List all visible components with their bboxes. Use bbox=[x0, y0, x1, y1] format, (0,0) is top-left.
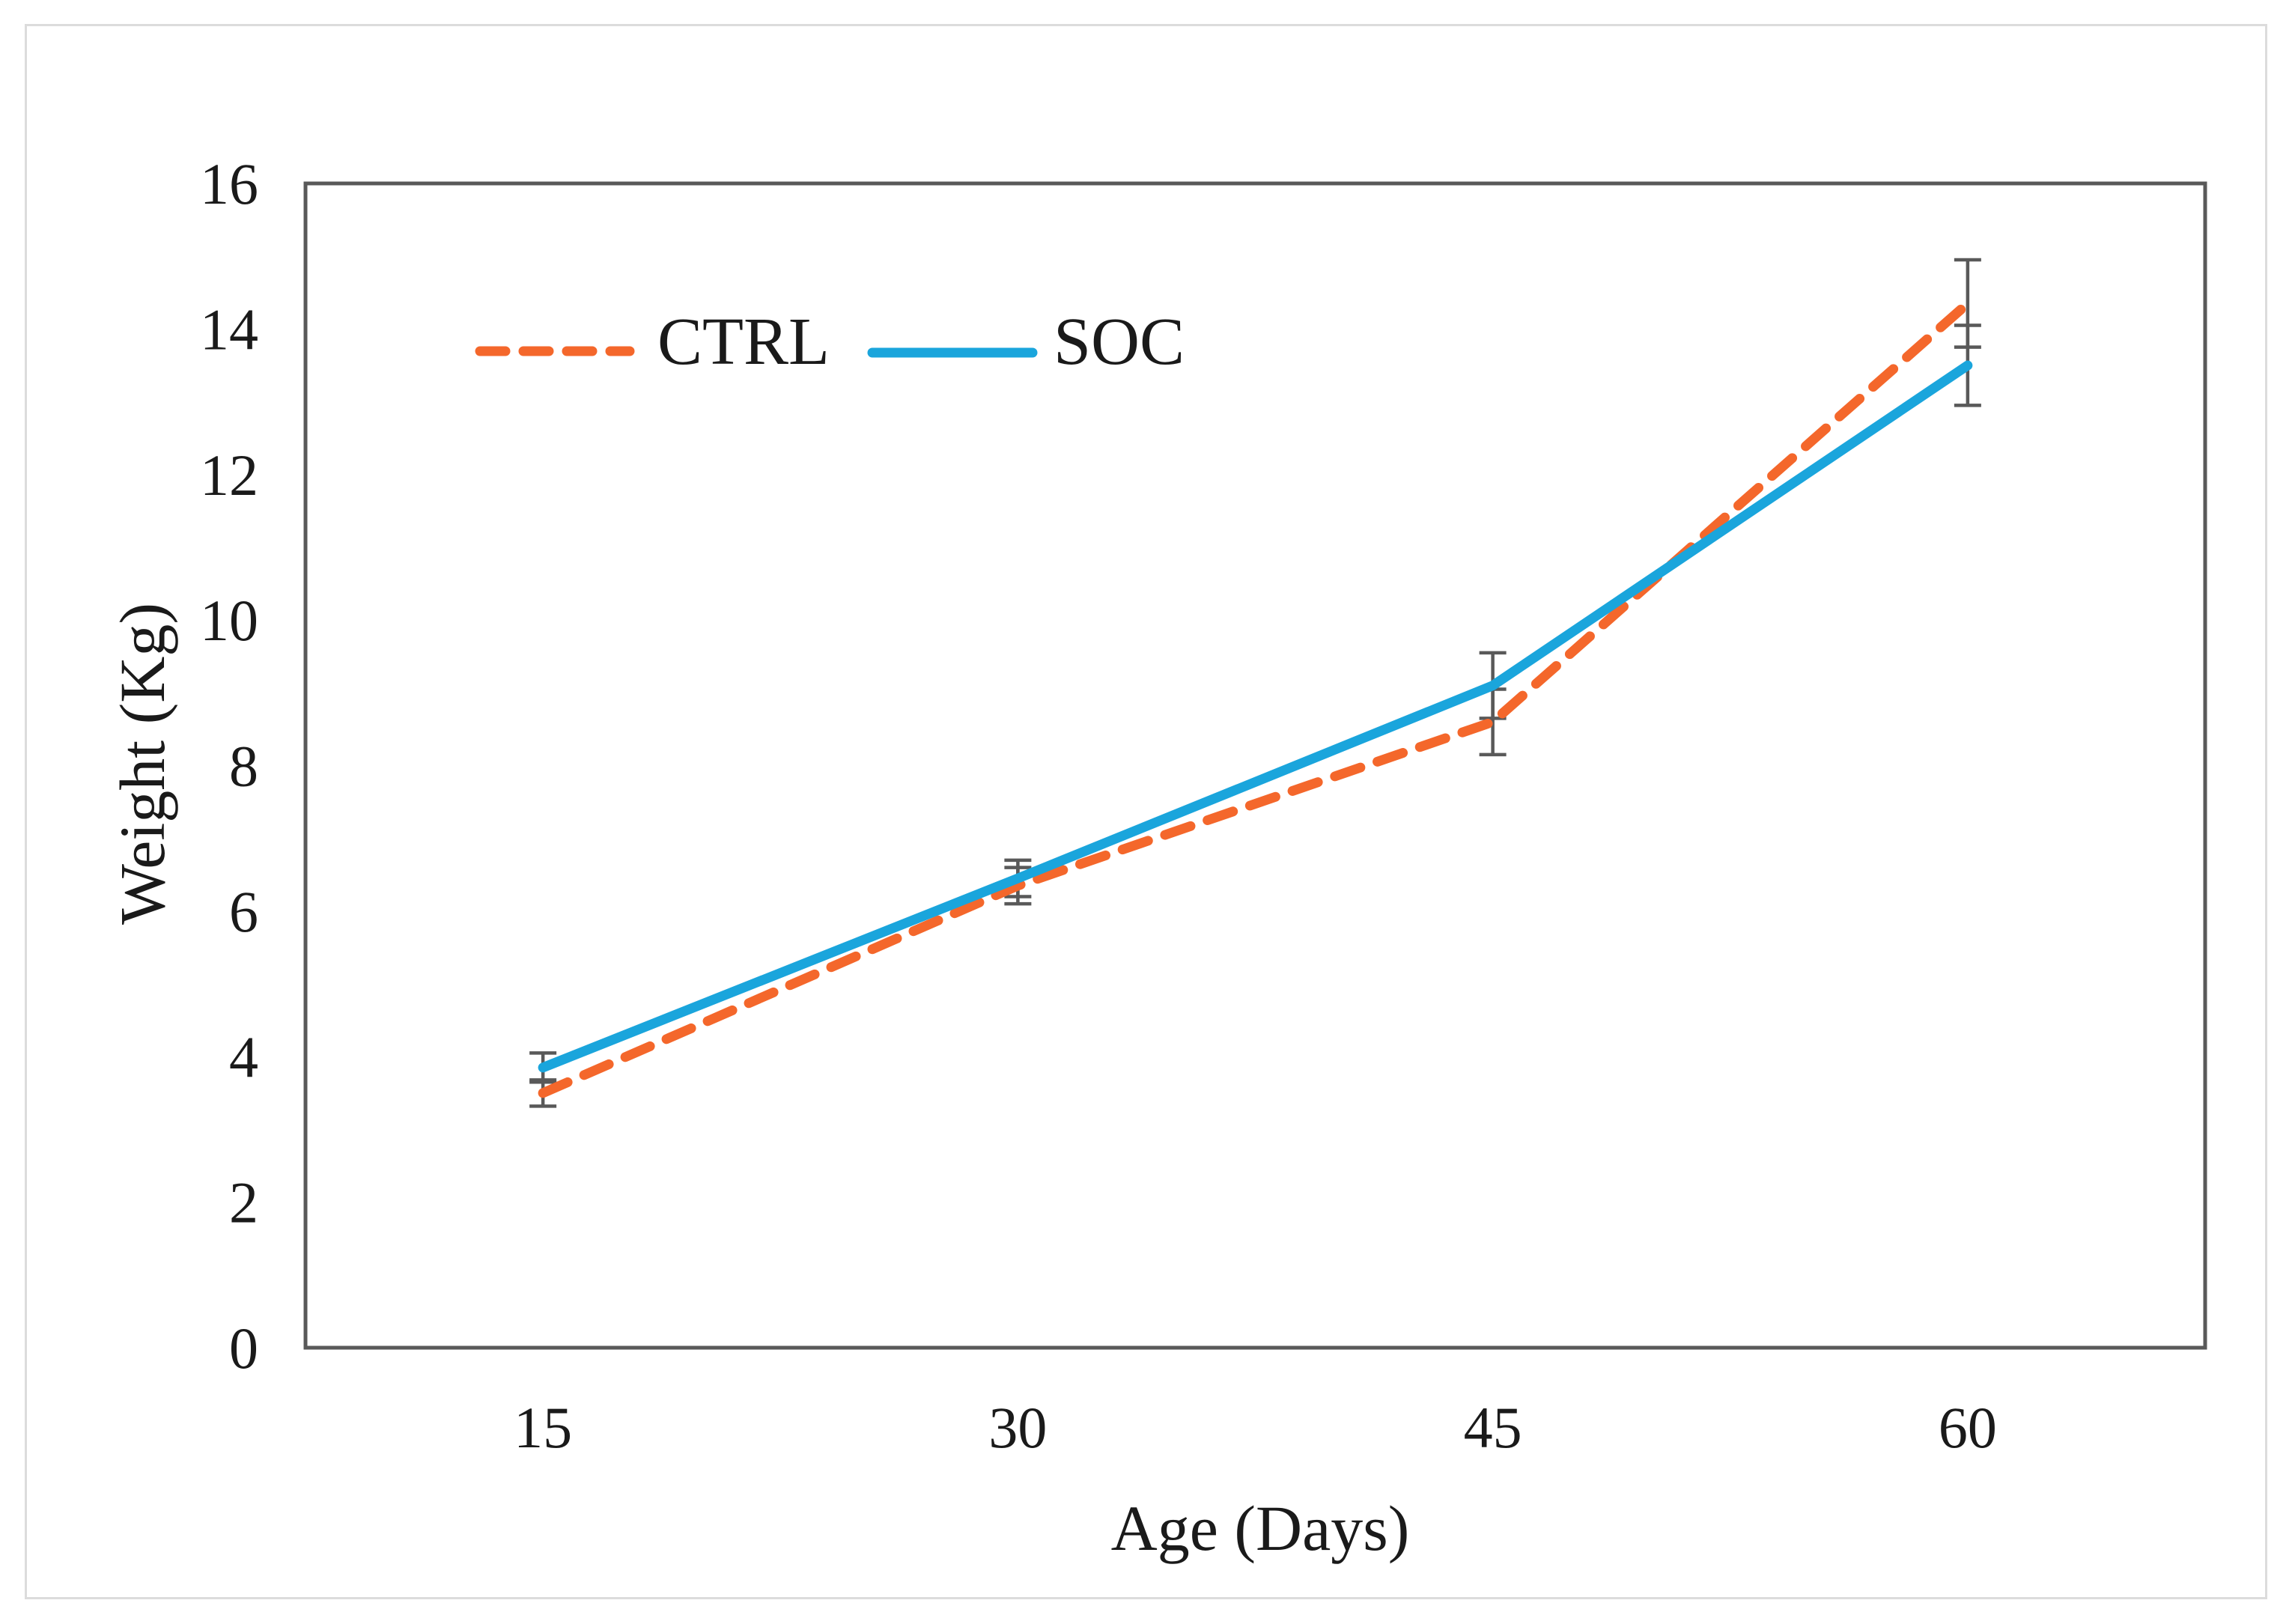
y-tick-label: 8 bbox=[229, 734, 258, 799]
y-tick-label: 12 bbox=[200, 443, 258, 508]
legend-label-soc: SOC bbox=[1054, 305, 1185, 379]
y-tick-label: 16 bbox=[200, 151, 258, 216]
plot-border bbox=[303, 181, 2207, 1350]
y-tick-label: 14 bbox=[200, 296, 258, 362]
legend-label-ctrl: CTRL bbox=[657, 305, 830, 379]
legend-swatch-soc bbox=[867, 347, 1038, 358]
x-tick-label: 15 bbox=[514, 1395, 572, 1460]
y-axis-title: Weight (Kg) bbox=[106, 602, 178, 925]
x-tick-labels: 15 30 45 60 bbox=[514, 1395, 1997, 1460]
y-tick-label: 2 bbox=[229, 1170, 258, 1235]
x-tick-label: 60 bbox=[1939, 1395, 1997, 1460]
series-line-soc bbox=[538, 360, 1973, 1073]
legend-swatch-ctrl bbox=[475, 346, 635, 356]
figure-border bbox=[25, 24, 2267, 1599]
y-tick-labels: 0 2 4 6 8 10 12 14 16 bbox=[200, 151, 258, 1381]
y-tick-label: 10 bbox=[200, 588, 258, 653]
x-axis-title: Age (Days) bbox=[1110, 1492, 1410, 1564]
error-bars-layer bbox=[529, 258, 1981, 1108]
x-tick-label: 45 bbox=[1464, 1395, 1522, 1460]
x-tick-label: 30 bbox=[988, 1395, 1047, 1460]
y-tick-label: 6 bbox=[229, 879, 258, 944]
plot-frame-layer bbox=[303, 181, 2207, 1350]
series-lines-layer bbox=[538, 298, 1973, 1098]
y-tick-label: 0 bbox=[229, 1316, 258, 1381]
series-line-ctrl bbox=[538, 298, 1973, 1098]
y-tick-label: 4 bbox=[229, 1024, 258, 1089]
